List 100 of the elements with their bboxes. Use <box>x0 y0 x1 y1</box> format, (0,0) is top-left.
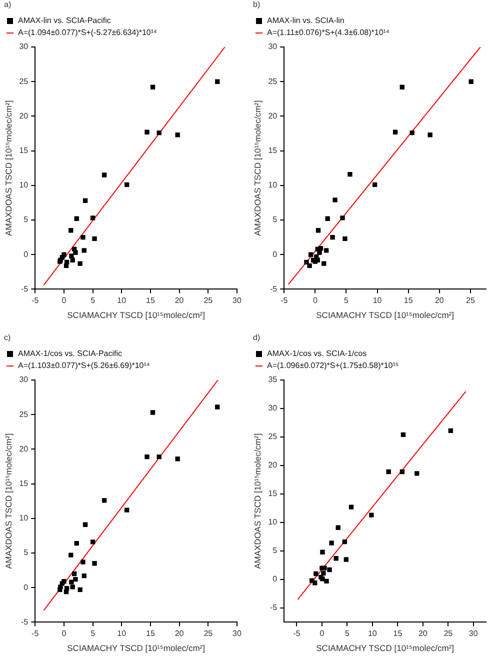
y-axis-title: AMAXDOAS TSCD [10¹⁵molec/cm²] <box>252 100 262 236</box>
x-tick-label: 20 <box>418 629 428 638</box>
point <box>215 79 220 84</box>
text: d) <box>253 333 260 342</box>
point <box>324 248 329 253</box>
point <box>369 512 374 518</box>
point <box>150 410 156 415</box>
point <box>69 580 74 584</box>
x-tick-label: 20 <box>174 296 184 306</box>
y-tick-label: 20 <box>268 111 278 120</box>
point <box>310 578 314 583</box>
y-tick-label: 0 <box>272 250 278 259</box>
point <box>321 570 326 576</box>
point <box>386 469 391 474</box>
x-tick-label: 10 <box>117 629 127 638</box>
y-axis-title: AMAXDOAS TSCD [10¹⁵molec/cm²] <box>252 433 262 569</box>
x-tick-label: 25 <box>444 629 454 638</box>
y-tick-label: 0 <box>24 250 29 259</box>
y-tick-label: 10 <box>268 180 278 190</box>
point <box>320 550 325 554</box>
y-tick-label: 0 <box>272 574 278 584</box>
point <box>82 522 88 527</box>
x-tick-label: 20 <box>434 296 444 306</box>
point <box>72 571 77 576</box>
point <box>322 261 326 266</box>
point <box>150 84 156 90</box>
point <box>324 578 329 584</box>
point <box>92 561 97 566</box>
x-tick-label: 5 <box>90 629 96 638</box>
x-axis-title: SCIAMACHY TSCD [10¹⁵molec/cm²] <box>67 310 205 320</box>
point <box>400 84 404 90</box>
y-axis-title: AMAXDOAS TSCD [10¹⁵molec/cm²] <box>3 433 14 569</box>
x-tick-label: 0 <box>312 296 318 306</box>
x-tick-label: -5 <box>32 629 40 638</box>
y-tick-label: 15 <box>19 146 29 156</box>
point <box>175 456 180 462</box>
y-tick-label: 35 <box>268 375 278 384</box>
point <box>144 130 150 134</box>
point <box>332 198 338 202</box>
point <box>348 504 354 510</box>
y-tick-label: 15 <box>268 146 278 156</box>
x-tick-label: 10 <box>117 296 127 306</box>
legend-label: AMAX-1/cos vs. SCIA-1/cos <box>267 349 367 358</box>
point <box>325 216 330 221</box>
x-tick-label: 5 <box>344 629 350 638</box>
point <box>73 576 78 582</box>
y-tick-label: 20 <box>19 444 29 454</box>
legend-label: AMAX-1/cos vs. SCIA-Pacific <box>18 349 122 358</box>
point <box>329 540 334 546</box>
point <box>69 254 74 258</box>
x-tick-label: 10 <box>368 629 378 638</box>
point <box>342 236 348 242</box>
point <box>82 573 86 578</box>
x-tick-label: 0 <box>320 629 325 638</box>
x-tick-label: 15 <box>146 296 156 306</box>
x-tick-label: 5 <box>90 296 96 306</box>
point <box>372 182 378 188</box>
x-tick-label: 30 <box>232 296 242 306</box>
point <box>215 404 220 410</box>
point <box>124 182 130 188</box>
legend-label: A=(1.094±0.077)*S+(-5.27±6.634)*10¹⁴ <box>18 28 158 38</box>
point <box>144 454 150 460</box>
y-tick-label: 0 <box>24 582 29 592</box>
point <box>90 216 96 220</box>
y-tick-label: 30 <box>268 404 278 413</box>
legend-label: A=(1.11±0.076)*S+(4.3±6.08)*10¹⁴ <box>267 28 390 38</box>
y-tick-label: 30 <box>19 42 29 52</box>
x-tick-label: -5 <box>32 296 40 306</box>
x-axis-title: SCIAMACHY TSCD [10¹⁵molec/cm²] <box>316 643 454 654</box>
x-tick-label: 15 <box>393 629 403 638</box>
point <box>400 469 405 474</box>
legend-label: AMAX-lin vs. SCIA-Pacific <box>18 16 111 26</box>
text: a) <box>4 0 12 10</box>
point <box>74 216 79 221</box>
point <box>322 566 327 570</box>
y-tick-label: 25 <box>19 76 29 86</box>
point <box>156 454 162 460</box>
point <box>342 540 348 544</box>
point <box>348 172 352 177</box>
legend-label: A=(1.103±0.077)*S+(5.26±6.69)*10¹⁴ <box>18 361 150 370</box>
point <box>70 584 75 590</box>
point <box>82 248 86 253</box>
point <box>304 260 309 265</box>
y-tick-label: 15 <box>268 489 278 498</box>
point <box>78 261 82 266</box>
y-tick-label: 25 <box>268 432 278 442</box>
x-tick-label: 15 <box>404 296 414 306</box>
point <box>156 130 162 136</box>
point <box>70 258 75 262</box>
x-tick-label: 20 <box>174 629 184 638</box>
point <box>344 557 349 562</box>
x-tick-label: 0 <box>62 629 67 638</box>
point <box>80 560 86 564</box>
y-tick-label: 15 <box>19 479 29 488</box>
x-tick-label: 30 <box>468 629 478 638</box>
y-tick-label: 10 <box>268 518 278 527</box>
x-tick-label: 0 <box>62 296 67 306</box>
point <box>90 540 96 544</box>
point <box>400 432 406 438</box>
y-tick-label: 5 <box>24 215 29 224</box>
